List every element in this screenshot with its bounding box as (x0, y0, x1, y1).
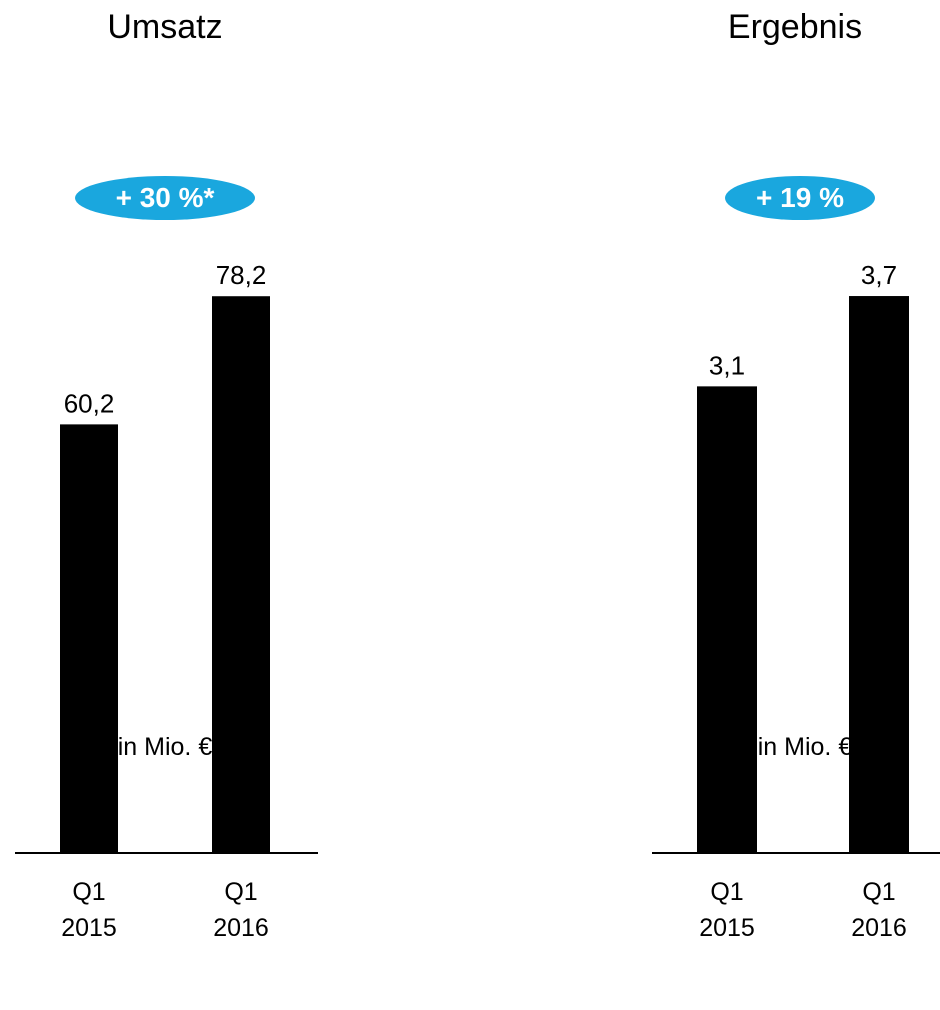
tick-label-1-0: Q1 (224, 878, 257, 906)
chart-title: Ergebnis (727, 8, 863, 46)
bar-0 (60, 424, 118, 853)
bar-0 (697, 386, 757, 853)
chart-title: Umsatz (107, 8, 223, 46)
unit-label: in Mio. € (757, 733, 853, 761)
growth-badge: + 30 %* (75, 176, 255, 220)
tick-label-0-0: Q1 (710, 878, 743, 906)
growth-badge: + 19 % (725, 176, 875, 220)
bar-plot: 3,1 Q1 2015 3,7 Q1 2016 (652, 260, 940, 942)
bar-1 (849, 296, 909, 853)
tick-label-1-0: Q1 (862, 878, 895, 906)
tick-label-1-1: 2016 (213, 914, 269, 942)
tick-label-0-1: 2015 (699, 914, 755, 942)
value-label-0: 60,2 (64, 388, 115, 418)
chart-umsatz: Umsatz + 30 %* 60,2 Q1 2015 78,2 Q1 2016 in M… (0, 0, 330, 1010)
value-label-0: 3,1 (709, 350, 745, 380)
value-label-1: 78,2 (216, 260, 267, 290)
tick-label-0-0: Q1 (72, 878, 105, 906)
tick-label-0-1: 2015 (61, 914, 117, 942)
bar-plot: 60,2 Q1 2015 78,2 Q1 2016 (15, 260, 318, 942)
value-label-1: 3,7 (861, 260, 897, 290)
tick-label-1-1: 2016 (851, 914, 907, 942)
bar-1 (212, 296, 270, 853)
chart-ergebnis: Ergebnis + 19 % 3,1 Q1 2015 3,7 Q1 2016 in Mi… (640, 0, 940, 1010)
unit-label: in Mio. € (117, 733, 213, 761)
